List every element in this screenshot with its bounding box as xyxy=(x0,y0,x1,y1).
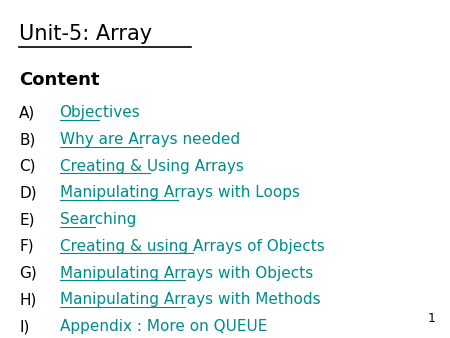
Text: Creating & using Arrays of Objects: Creating & using Arrays of Objects xyxy=(59,239,324,254)
Text: Why are Arrays needed: Why are Arrays needed xyxy=(59,132,240,147)
Text: E): E) xyxy=(19,212,35,227)
Text: Creating & Using Arrays: Creating & Using Arrays xyxy=(59,159,243,174)
Text: Searching: Searching xyxy=(59,212,136,227)
Text: G): G) xyxy=(19,266,37,281)
Text: B): B) xyxy=(19,132,36,147)
Text: Manipulating Arrays with Loops: Manipulating Arrays with Loops xyxy=(59,186,300,200)
Text: Manipulating Arrays with Methods: Manipulating Arrays with Methods xyxy=(59,292,320,307)
Text: Objectives: Objectives xyxy=(59,105,140,120)
Text: C): C) xyxy=(19,159,36,174)
Text: 1: 1 xyxy=(428,312,435,324)
Text: H): H) xyxy=(19,292,36,307)
Text: A): A) xyxy=(19,105,36,120)
Text: D): D) xyxy=(19,186,37,200)
Text: Unit-5: Array: Unit-5: Array xyxy=(19,24,153,45)
Text: F): F) xyxy=(19,239,34,254)
Text: Manipulating Arrays with Objects: Manipulating Arrays with Objects xyxy=(59,266,313,281)
Text: Appendix : More on QUEUE: Appendix : More on QUEUE xyxy=(59,319,267,334)
Text: I): I) xyxy=(19,319,30,334)
Text: Content: Content xyxy=(19,71,100,89)
